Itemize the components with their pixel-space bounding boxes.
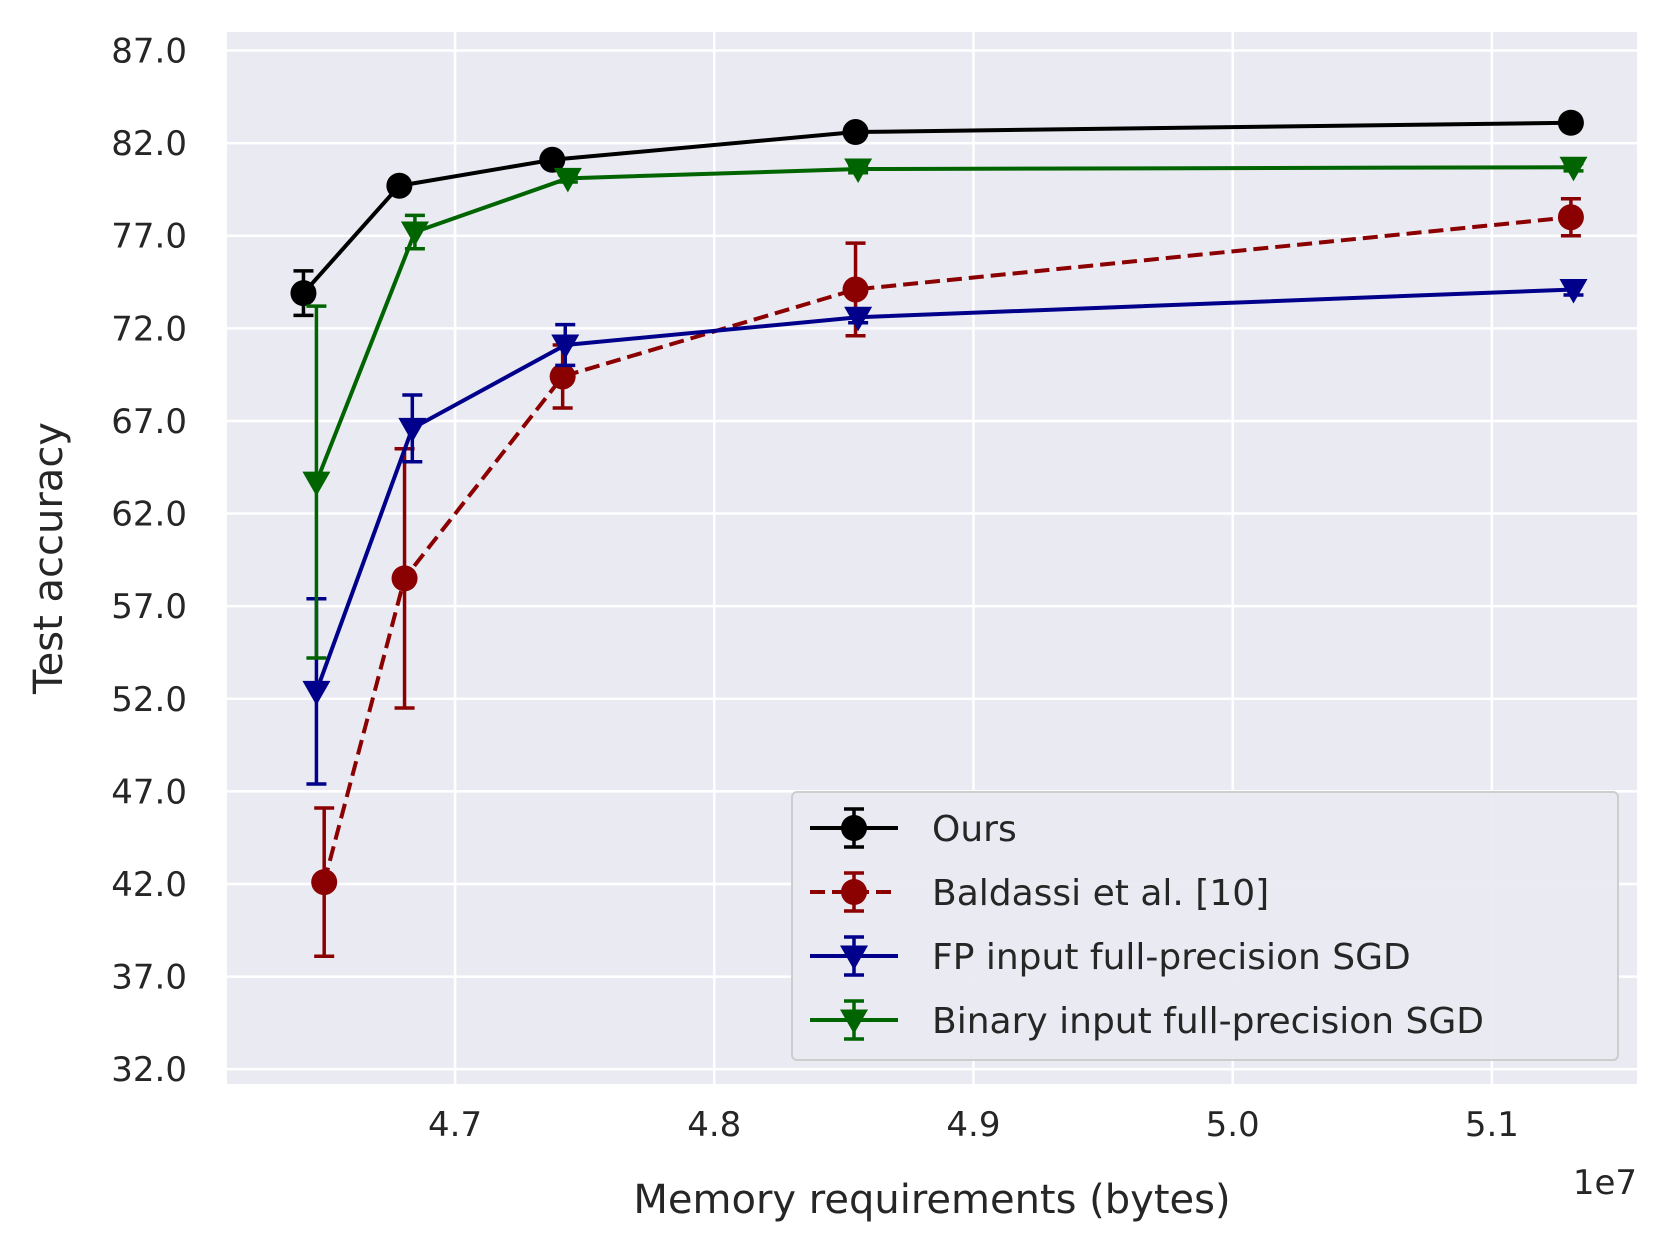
y-tick-label: 77.0 [111, 217, 187, 257]
legend-entry: Binary input full-precision SGD [810, 999, 1484, 1042]
series-line [322, 215, 1572, 883]
y-tick-label: 52.0 [111, 680, 187, 720]
legend-marker [840, 1009, 868, 1034]
legend-box [791, 791, 1619, 1061]
data-point [844, 306, 873, 332]
y-tick-label: 62.0 [111, 495, 187, 535]
data-point [551, 334, 580, 360]
x-offset-label: 1e7 [1573, 1163, 1637, 1203]
y-tick-label: 37.0 [111, 958, 187, 998]
data-point [386, 172, 413, 199]
x-tick-label: 4.8 [687, 1105, 741, 1145]
data-point [302, 680, 331, 706]
x-tick-labels: 4.7 4.8 4.9 5.0 5.1 [428, 1105, 1519, 1145]
y-tick-label: 82.0 [111, 124, 187, 164]
series-4 [302, 156, 1588, 660]
y-tick-labels: 32.0 37.0 42.0 47.0 52.0 57.0 62.0 67.0 72.0 77.0… [111, 32, 187, 1091]
y-tick-label: 72.0 [111, 309, 187, 349]
x-axis-title: Memory requirements (bytes) [633, 1177, 1230, 1223]
y-tick-label: 57.0 [111, 587, 187, 627]
x-tick-label: 5.0 [1206, 1105, 1260, 1145]
data-point [398, 417, 427, 443]
data-point [400, 221, 429, 247]
data-point [1559, 278, 1588, 304]
y-tick-label: 42.0 [111, 865, 187, 905]
legend-label: Ours [932, 809, 1017, 850]
data-point [1557, 204, 1584, 231]
legend: Ours Baldassi et al. [10] FP input full-pr… [791, 791, 1619, 1061]
y-tick-label: 67.0 [111, 402, 187, 442]
series-1 [290, 109, 1584, 318]
data-point [391, 565, 418, 592]
y-tick-label: 32.0 [111, 1050, 187, 1090]
data-point [1557, 109, 1584, 136]
y-tick-label: 87.0 [111, 32, 187, 72]
data-point [1559, 156, 1588, 182]
legend-entries: Ours Baldassi et al. [10] FP input full-pr… [810, 807, 1484, 1042]
x-tick-label: 4.7 [428, 1105, 482, 1145]
x-tick-label: 4.9 [946, 1105, 1000, 1145]
legend-label: FP input full-precision SGD [932, 937, 1411, 978]
data-point [842, 119, 869, 146]
y-axis-title: Test accuracy [26, 422, 72, 695]
legend-marker [841, 879, 867, 905]
data-point [553, 167, 582, 193]
data-point [844, 158, 873, 184]
legend-marker [841, 815, 867, 841]
series-layer [290, 109, 1588, 958]
x-tick-label: 5.1 [1465, 1105, 1519, 1145]
data-point [549, 363, 576, 390]
legend-entry: Ours [810, 807, 1017, 850]
legend-label: Baldassi et al. [10] [932, 873, 1269, 914]
data-point [290, 280, 317, 307]
y-tick-label: 47.0 [111, 772, 187, 812]
legend-marker [840, 945, 868, 970]
series-3 [302, 278, 1588, 786]
legend-entry: Baldassi et al. [10] [810, 871, 1269, 914]
data-point [311, 869, 338, 896]
legend-label: Binary input full-precision SGD [932, 1001, 1484, 1042]
data-point [842, 276, 869, 303]
legend-entry: FP input full-precision SGD [810, 935, 1411, 978]
data-point [539, 146, 566, 173]
data-point [302, 471, 331, 497]
